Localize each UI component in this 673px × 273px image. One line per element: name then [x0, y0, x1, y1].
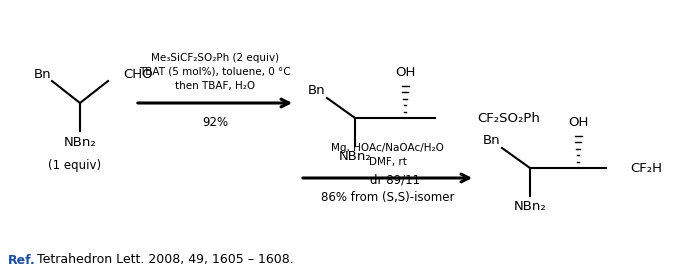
Text: CHO: CHO — [123, 69, 153, 82]
Text: CF₂H: CF₂H — [630, 162, 662, 174]
Text: Bn: Bn — [308, 85, 326, 97]
Text: TBAT (5 mol%), toluene, 0 °C: TBAT (5 mol%), toluene, 0 °C — [139, 67, 291, 77]
Text: 92%: 92% — [202, 117, 228, 129]
Text: NBn₂: NBn₂ — [64, 135, 96, 149]
Text: Ref.: Ref. — [8, 254, 36, 266]
Text: (1 equiv): (1 equiv) — [48, 159, 102, 171]
Text: 86% from (S,S)-isomer: 86% from (S,S)-isomer — [321, 191, 454, 204]
Text: DMF, rt: DMF, rt — [369, 157, 406, 167]
Text: Me₃SiCF₂SO₂Ph (2 equiv): Me₃SiCF₂SO₂Ph (2 equiv) — [151, 53, 279, 63]
Text: NBn₂: NBn₂ — [339, 150, 371, 164]
Text: dr 89/11: dr 89/11 — [370, 174, 420, 186]
Text: CF₂SO₂Ph: CF₂SO₂Ph — [477, 111, 540, 124]
Text: OH: OH — [568, 117, 588, 129]
Text: OH: OH — [395, 67, 415, 79]
Text: then TBAF, H₂O: then TBAF, H₂O — [175, 81, 255, 91]
Text: Tetrahedron Lett. 2008, 49, 1605 – 1608.: Tetrahedron Lett. 2008, 49, 1605 – 1608. — [33, 254, 293, 266]
Text: Mg, HOAc/NaOAc/H₂O: Mg, HOAc/NaOAc/H₂O — [331, 143, 444, 153]
Text: Bn: Bn — [34, 69, 52, 82]
Text: NBn₂: NBn₂ — [513, 200, 546, 213]
Text: Bn: Bn — [483, 135, 501, 147]
